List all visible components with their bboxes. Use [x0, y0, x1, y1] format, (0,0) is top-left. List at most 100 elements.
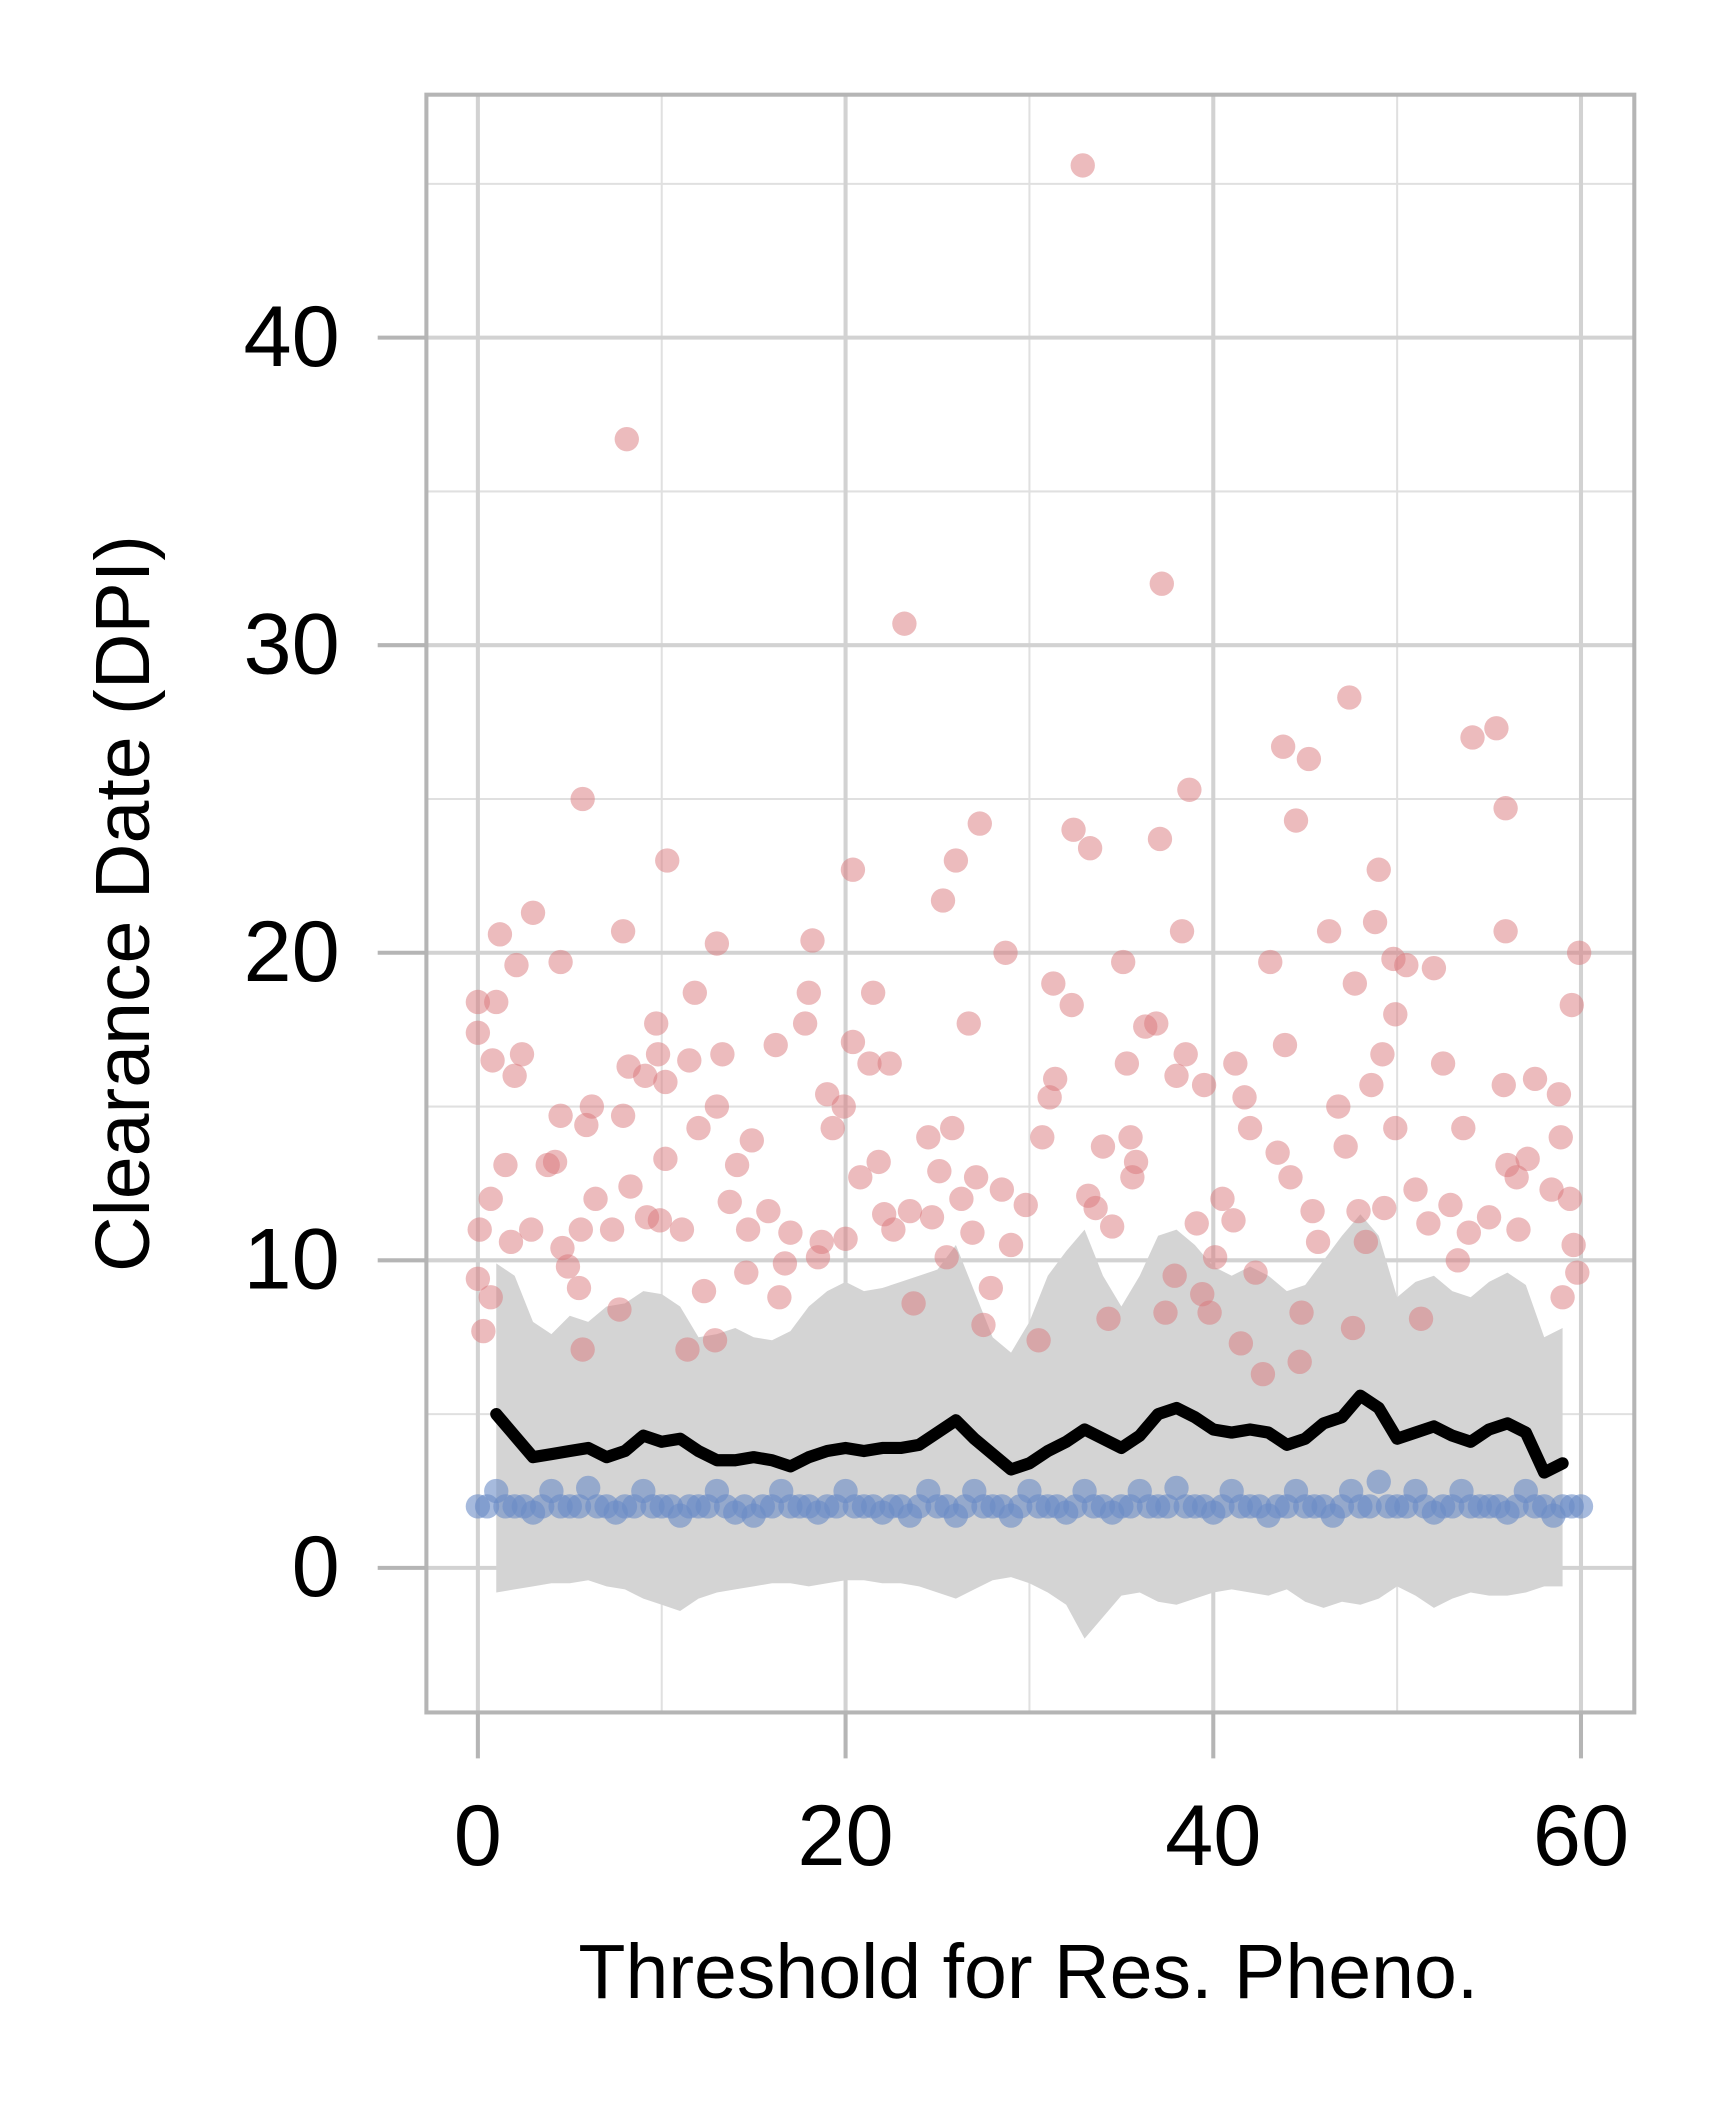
- data-point: [691, 1278, 717, 1304]
- data-point: [702, 1328, 728, 1353]
- data-point: [548, 949, 573, 975]
- data-point: [1099, 1214, 1125, 1239]
- data-point: [1026, 1328, 1051, 1353]
- data-point: [916, 1125, 941, 1150]
- data-point: [1394, 952, 1419, 978]
- data-point: [848, 1165, 873, 1190]
- data-point: [1296, 746, 1322, 772]
- data-point: [1493, 796, 1518, 821]
- data-point: [1228, 1331, 1254, 1356]
- data-point: [655, 848, 680, 873]
- data-point: [1077, 836, 1103, 861]
- data-point: [548, 1103, 573, 1128]
- data-point: [1451, 1115, 1476, 1141]
- data-point: [767, 1285, 792, 1310]
- data-point: [1237, 1115, 1263, 1141]
- data-point: [1144, 1011, 1169, 1036]
- data-point: [956, 1011, 981, 1036]
- data-point: [1548, 1125, 1573, 1150]
- data-point: [831, 1094, 856, 1119]
- data-point: [647, 1208, 673, 1233]
- data-point: [487, 922, 513, 947]
- data-point: [583, 1186, 608, 1211]
- data-point: [1408, 1306, 1434, 1331]
- data-point: [1289, 1300, 1314, 1325]
- data-point: [1346, 1198, 1371, 1224]
- data-point: [1326, 1094, 1351, 1119]
- data-point: [493, 1152, 518, 1178]
- data-point: [566, 1494, 592, 1519]
- data-point: [949, 1186, 974, 1211]
- data-point: [735, 1217, 761, 1242]
- data-point: [1342, 971, 1368, 996]
- data-point: [1278, 1165, 1303, 1190]
- data-point: [1337, 685, 1362, 710]
- y-tick-label: 20: [244, 904, 340, 1000]
- data-point: [1566, 940, 1592, 965]
- data-point: [599, 1217, 625, 1242]
- data-point: [1272, 1032, 1298, 1058]
- data-point: [677, 1048, 702, 1073]
- data-point: [519, 1217, 544, 1242]
- data-point: [1250, 1361, 1276, 1387]
- data-point: [1559, 992, 1584, 1018]
- data-point: [633, 1063, 658, 1088]
- data-point: [1383, 1002, 1408, 1027]
- data-point: [1539, 1177, 1564, 1202]
- plot-data: [465, 153, 1594, 1639]
- data-point: [542, 1149, 568, 1175]
- data-point: [978, 1275, 1003, 1301]
- data-point: [1041, 971, 1066, 996]
- data-point: [653, 1146, 678, 1172]
- data-point: [614, 426, 639, 452]
- data-point: [1059, 992, 1084, 1018]
- data-point: [1118, 1125, 1143, 1150]
- data-point: [866, 1149, 891, 1175]
- data-point: [465, 1020, 491, 1045]
- data-point: [1476, 1205, 1502, 1230]
- data-point: [1300, 1198, 1325, 1224]
- data-point: [1305, 1229, 1331, 1255]
- data-point: [930, 888, 956, 913]
- data-point: [570, 786, 595, 812]
- data-point: [1460, 725, 1485, 750]
- data-point: [919, 1205, 945, 1230]
- data-point: [1372, 1195, 1397, 1221]
- data-point: [1013, 1192, 1038, 1218]
- data-point: [927, 1158, 952, 1184]
- data-point: [478, 1186, 503, 1211]
- data-point: [607, 1297, 632, 1322]
- data-point: [1568, 1494, 1594, 1519]
- data-point: [1316, 919, 1342, 944]
- data-point: [1191, 1072, 1217, 1098]
- data-point: [579, 1094, 605, 1119]
- data-point: [840, 857, 866, 882]
- data-point: [1416, 1211, 1441, 1236]
- data-point: [792, 1011, 818, 1036]
- data-point: [1147, 826, 1173, 852]
- data-point: [509, 1042, 535, 1067]
- data-point: [1210, 1186, 1235, 1211]
- x-axis-label: Threshold for Res. Pheno.: [578, 1929, 1478, 2015]
- data-point: [645, 1042, 671, 1067]
- data-point: [710, 1042, 735, 1067]
- data-point: [833, 1226, 858, 1251]
- data-point: [502, 1063, 527, 1088]
- data-point: [763, 1032, 788, 1058]
- data-point: [1430, 1051, 1456, 1076]
- data-point: [1258, 949, 1283, 975]
- data-point: [1370, 1042, 1395, 1067]
- data-point: [963, 1165, 989, 1190]
- data-point: [857, 1051, 882, 1076]
- data-point: [1403, 1177, 1428, 1202]
- data-point: [897, 1198, 923, 1224]
- axes: 0 20 40 60 0 10 20 30 40: [244, 92, 1637, 1884]
- data-point: [498, 1229, 524, 1255]
- data-point: [809, 1229, 834, 1255]
- data-point: [1550, 1285, 1575, 1310]
- data-point: [1366, 857, 1391, 882]
- data-point: [1061, 817, 1086, 842]
- data-point: [1557, 1186, 1583, 1211]
- data-point: [993, 940, 1018, 965]
- data-point: [1114, 1051, 1140, 1076]
